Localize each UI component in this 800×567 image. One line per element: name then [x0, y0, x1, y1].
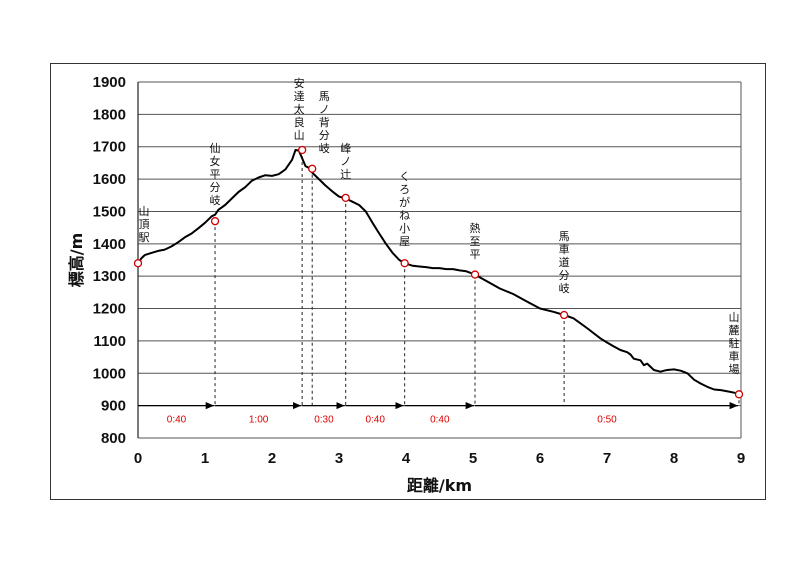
- y-axis-title: 標高/m: [67, 233, 86, 288]
- waypoint-marker: [470, 270, 480, 279]
- time-label: 0:40: [430, 415, 450, 426]
- y-tick-label: 1600: [93, 171, 126, 188]
- x-axis-title: 距離/km: [407, 476, 472, 495]
- waypoint-marker: [341, 193, 350, 203]
- y-tick-label: 1000: [93, 365, 126, 382]
- waypoint-label: 峰ノ辻: [340, 142, 351, 181]
- time-label: 0:30: [314, 415, 334, 426]
- y-tick-label: 1700: [93, 139, 126, 156]
- x-tick-label: 4: [402, 450, 411, 467]
- x-tick-label: 7: [603, 450, 611, 467]
- elevation-line: [137, 149, 740, 396]
- waypoint-label: 山麓駐車場: [728, 311, 739, 376]
- waypoint-marker: [297, 145, 307, 155]
- waypoint-label: 熱至平: [470, 222, 481, 261]
- y-tick-label: 1100: [93, 333, 126, 350]
- y-tick-label: 1900: [93, 74, 126, 91]
- waypoint-label: くろがね小屋: [399, 170, 410, 248]
- y-tick-label: 1300: [93, 268, 126, 285]
- x-tick-label: 0: [134, 450, 142, 467]
- y-tick-label: 1500: [93, 203, 126, 220]
- time-label: 1:00: [249, 415, 269, 426]
- waypoint-marker: [559, 310, 569, 320]
- time-label: 0:50: [597, 415, 617, 426]
- waypoint-label: 山頂駅: [139, 205, 150, 244]
- waypoint-label: 仙女平分岐: [210, 142, 221, 207]
- waypoint-label: 馬ノ背分岐: [319, 90, 330, 155]
- waypoint-marker: [308, 164, 317, 173]
- x-tick-label: 1: [201, 450, 209, 467]
- time-label: 0:40: [365, 415, 385, 426]
- y-tick-label: 1400: [93, 236, 126, 253]
- waypoint-label: 安達太良山: [294, 76, 305, 142]
- time-label: 0:40: [167, 415, 187, 426]
- x-tick-label: 3: [335, 450, 343, 467]
- chart-frame: [50, 63, 766, 500]
- y-tick-label: 900: [101, 398, 126, 415]
- x-tick-label: 6: [536, 450, 544, 467]
- x-tick-label: 9: [737, 450, 745, 467]
- waypoint-label: 馬車道分岐: [559, 230, 570, 295]
- x-tick-label: 2: [268, 450, 276, 467]
- waypoint-marker: [400, 259, 409, 268]
- waypoint-marker: [133, 259, 143, 268]
- x-tick-label: 8: [670, 450, 678, 467]
- waypoint-marker: [734, 390, 744, 399]
- x-tick-label: 5: [469, 450, 477, 467]
- y-tick-label: 1800: [93, 106, 126, 123]
- waypoint-marker: [210, 217, 220, 226]
- y-tick-label: 800: [101, 430, 126, 447]
- y-tick-label: 1200: [93, 301, 126, 318]
